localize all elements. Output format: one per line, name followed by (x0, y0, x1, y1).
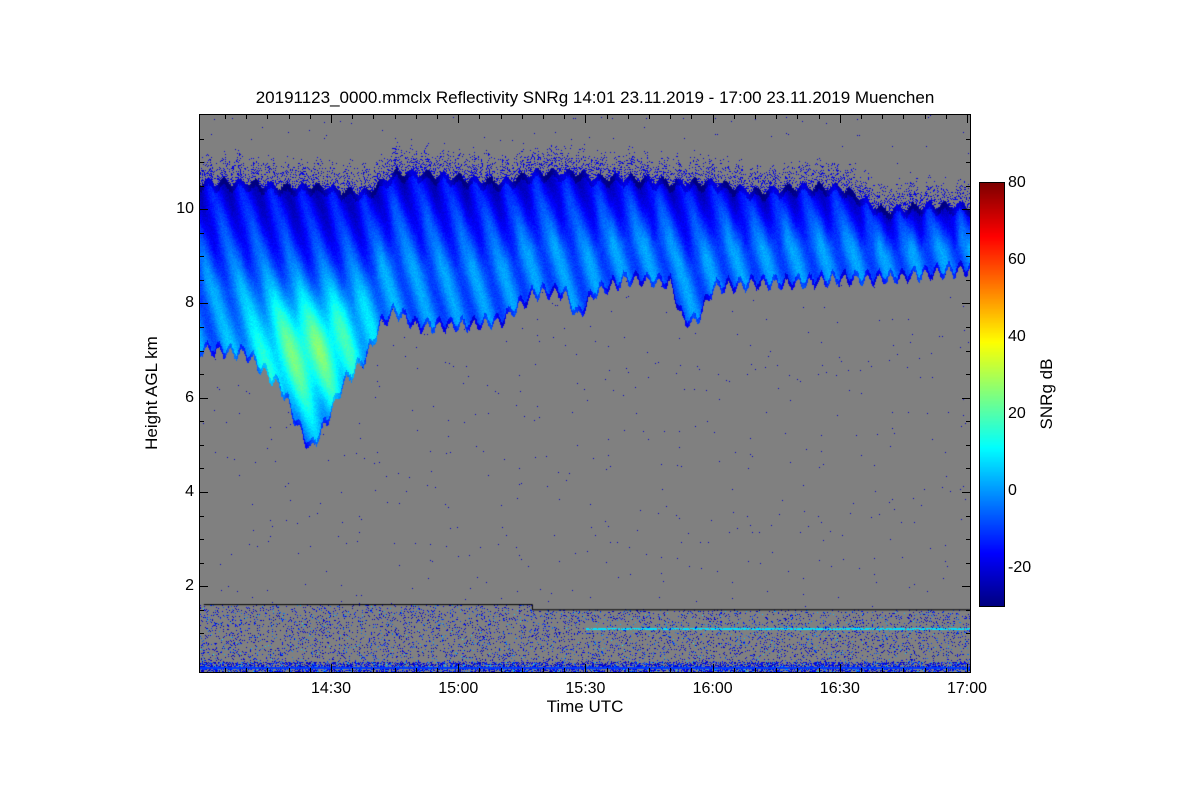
x-tick-label: 14:30 (310, 680, 352, 697)
y-tick-label: 10 (176, 200, 194, 218)
colorbar-tick-label: 20 (1008, 404, 1026, 422)
colorbar-label: SNRg dB (1037, 358, 1056, 430)
x-tick-label: 15:30 (565, 680, 606, 697)
y-tick-label: 4 (185, 482, 194, 500)
chart-title: 20191123_0000.mmclx Reflectivity SNRg 14… (255, 88, 935, 107)
colorbar-tick-label: 0 (1008, 481, 1017, 499)
colorbar-tick-label: 40 (1008, 327, 1026, 345)
x-tick-label: 15:00 (438, 680, 479, 697)
y-tick-label: 8 (185, 294, 194, 312)
y-axis-label: Height AGL km (142, 336, 161, 450)
x-tick-label: 16:00 (692, 680, 733, 697)
colorbar (979, 182, 1005, 607)
y-tick-label: 2 (185, 577, 194, 595)
colorbar-tick-label: 80 (1008, 174, 1026, 191)
colorbar-tick-label: -20 (1008, 558, 1032, 576)
reflectivity-heatmap (200, 115, 970, 672)
x-axis-label: Time UTC (546, 697, 624, 716)
y-tick-label: 6 (185, 388, 194, 406)
x-tick-label: 16:30 (819, 680, 860, 697)
colorbar-tick-label: 60 (1008, 250, 1026, 268)
x-tick-label: 17:00 (947, 680, 988, 697)
